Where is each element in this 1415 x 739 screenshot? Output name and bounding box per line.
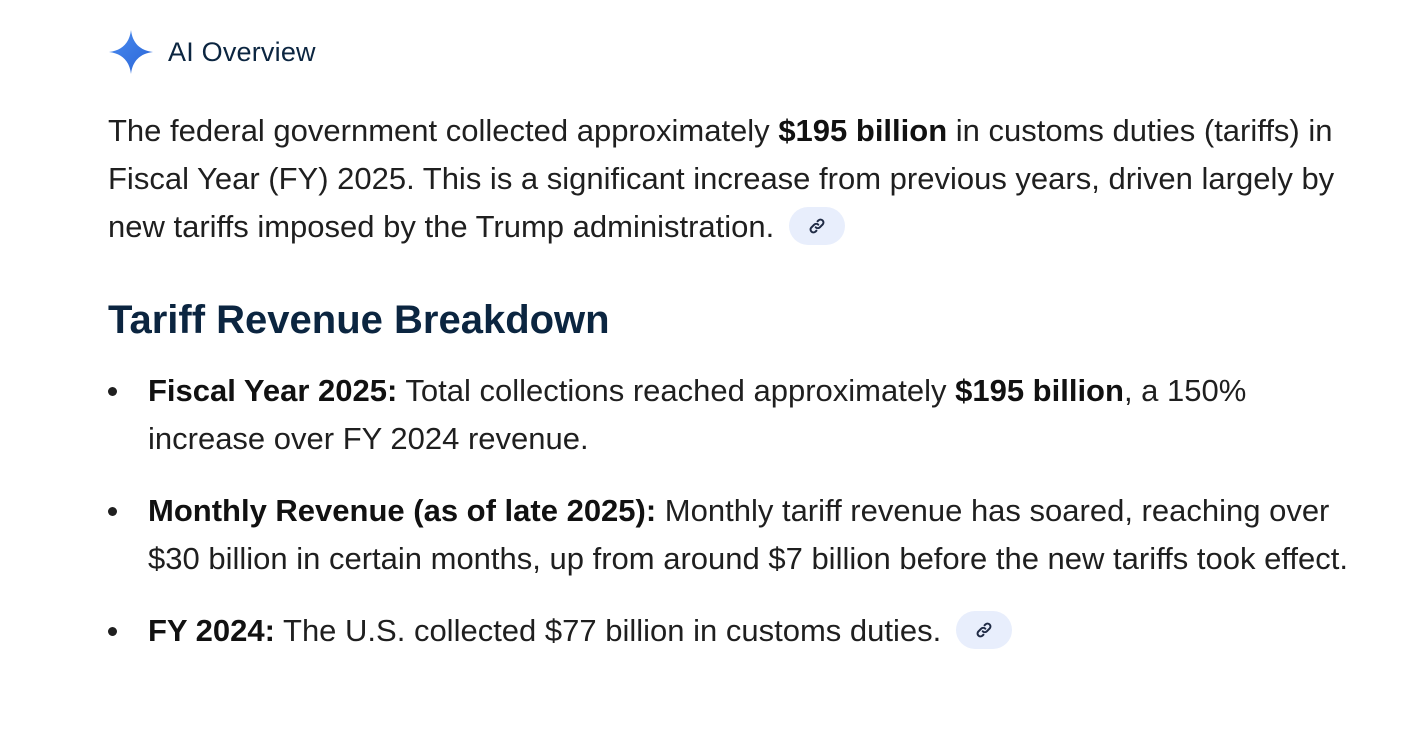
link-icon — [976, 622, 992, 638]
source-link-button[interactable] — [955, 610, 1012, 649]
section-heading: Tariff Revenue Breakdown — [108, 298, 610, 342]
list-item: FY 2024: The U.S. collected $77 billion … — [108, 607, 1358, 655]
intro-text-1: The federal government collected approxi… — [108, 113, 779, 148]
bullet-text: Total collections reached approximately — [397, 373, 956, 408]
bullet-label: Monthly Revenue (as of late 2025): — [148, 493, 657, 528]
intro-paragraph: The federal government collected approxi… — [108, 107, 1358, 251]
ai-overview-title: AI Overview — [168, 36, 316, 67]
intro-text-2: in customs duties (tariffs) in Fiscal Ye… — [108, 113, 1335, 244]
bullet-dot — [108, 387, 117, 396]
bullet-text: The U.S. collected $77 billion in custom… — [274, 613, 942, 648]
link-icon — [809, 218, 825, 234]
intro-highlight: $195 billion — [778, 113, 948, 148]
revenue-list: Fiscal Year 2025: Total collections reac… — [108, 367, 1358, 679]
ai-overview-header: AI Overview — [108, 28, 316, 76]
sparkle-icon — [109, 30, 153, 74]
bullet-highlight: $195 billion — [955, 373, 1124, 408]
bullet-text: , a 150% increase over FY 2024 revenue. — [148, 373, 1247, 456]
bullet-label: FY 2024: — [148, 613, 275, 648]
bullet-dot — [108, 507, 117, 516]
list-item: Monthly Revenue (as of late 2025): Month… — [108, 487, 1358, 583]
list-item: Fiscal Year 2025: Total collections reac… — [108, 367, 1358, 463]
bullet-label: Fiscal Year 2025: — [148, 373, 398, 408]
bullet-text: Monthly tariff revenue has soared, reach… — [148, 493, 1348, 576]
source-link-button[interactable] — [788, 206, 845, 245]
bullet-dot — [108, 627, 117, 636]
